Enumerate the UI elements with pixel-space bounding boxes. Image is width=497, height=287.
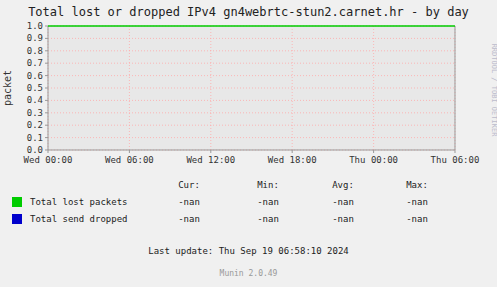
last-update: Last update: Thu Sep 19 06:58:10 2024	[148, 246, 348, 256]
data-group	[48, 26, 455, 27]
tick-label: 0.9	[27, 33, 43, 43]
stats-value: -nan	[332, 214, 354, 224]
stats-value: -nan	[406, 214, 428, 224]
stats-value: -nan	[257, 197, 279, 207]
tick-label: Wed 00:00	[24, 155, 73, 165]
grid-line	[48, 63, 455, 64]
y-axis-label: packet	[2, 70, 13, 106]
grid-line	[48, 75, 455, 76]
grid-line	[210, 26, 211, 150]
tick-label: 0.0	[27, 145, 43, 155]
tick-label: Thu 06:00	[431, 155, 480, 165]
grid-line	[292, 26, 293, 150]
tick-label: 0.5	[27, 83, 43, 93]
grid-line	[373, 26, 374, 150]
grid-line	[48, 137, 455, 138]
tick-label: 0.8	[27, 46, 43, 56]
watermark: RRDTOOL / TOBI OETIKER	[490, 44, 497, 138]
tick-label: 0.6	[27, 71, 43, 81]
tick-label: Thu 00:00	[349, 155, 398, 165]
grid-line	[48, 26, 455, 27]
grid	[48, 26, 455, 150]
grid-line	[129, 26, 130, 150]
title: Total lost or dropped IPv4 gn4webrtc-stu…	[28, 5, 469, 19]
stats-value: -nan	[178, 197, 200, 207]
grid-line	[48, 112, 455, 113]
grid-line	[48, 50, 455, 51]
grid-line	[48, 88, 455, 89]
version: Munin 2.0.49	[220, 269, 278, 278]
stats-header: Min:	[257, 180, 279, 190]
grid-line	[48, 100, 455, 101]
plot-area	[48, 26, 455, 150]
tick-label: 0.4	[27, 95, 43, 105]
y-axis	[48, 26, 49, 150]
grid-line	[48, 150, 455, 151]
stats-value: -nan	[332, 197, 354, 207]
x-axis	[48, 150, 455, 151]
legend-swatch	[12, 197, 22, 207]
stats-value: -nan	[178, 214, 200, 224]
legend-label: Total send dropped	[30, 214, 128, 224]
reference-line	[48, 25, 455, 27]
stats-value: -nan	[257, 214, 279, 224]
stats-header: Max:	[406, 180, 428, 190]
stats-header: Avg:	[332, 180, 354, 190]
grid-line	[48, 26, 49, 150]
legend-swatch	[12, 214, 22, 224]
tick-label: 0.7	[27, 58, 43, 68]
grid-line	[48, 125, 455, 126]
tick-label: 0.1	[27, 133, 43, 143]
tick-label: Wed 12:00	[186, 155, 235, 165]
grid-line	[48, 38, 455, 39]
grid-line	[455, 26, 456, 150]
right-border	[455, 26, 456, 150]
tick-label: Wed 06:00	[105, 155, 154, 165]
tick-label: 1.0	[27, 21, 43, 31]
tick-label: Wed 18:00	[268, 155, 317, 165]
stats-header: Cur:	[178, 180, 200, 190]
tick-label: 0.3	[27, 108, 43, 118]
legend-label: Total lost packets	[30, 197, 128, 207]
tick-label: 0.2	[27, 120, 43, 130]
stats-value: -nan	[406, 197, 428, 207]
chart: Total lost or dropped IPv4 gn4webrtc-stu…	[0, 0, 497, 287]
